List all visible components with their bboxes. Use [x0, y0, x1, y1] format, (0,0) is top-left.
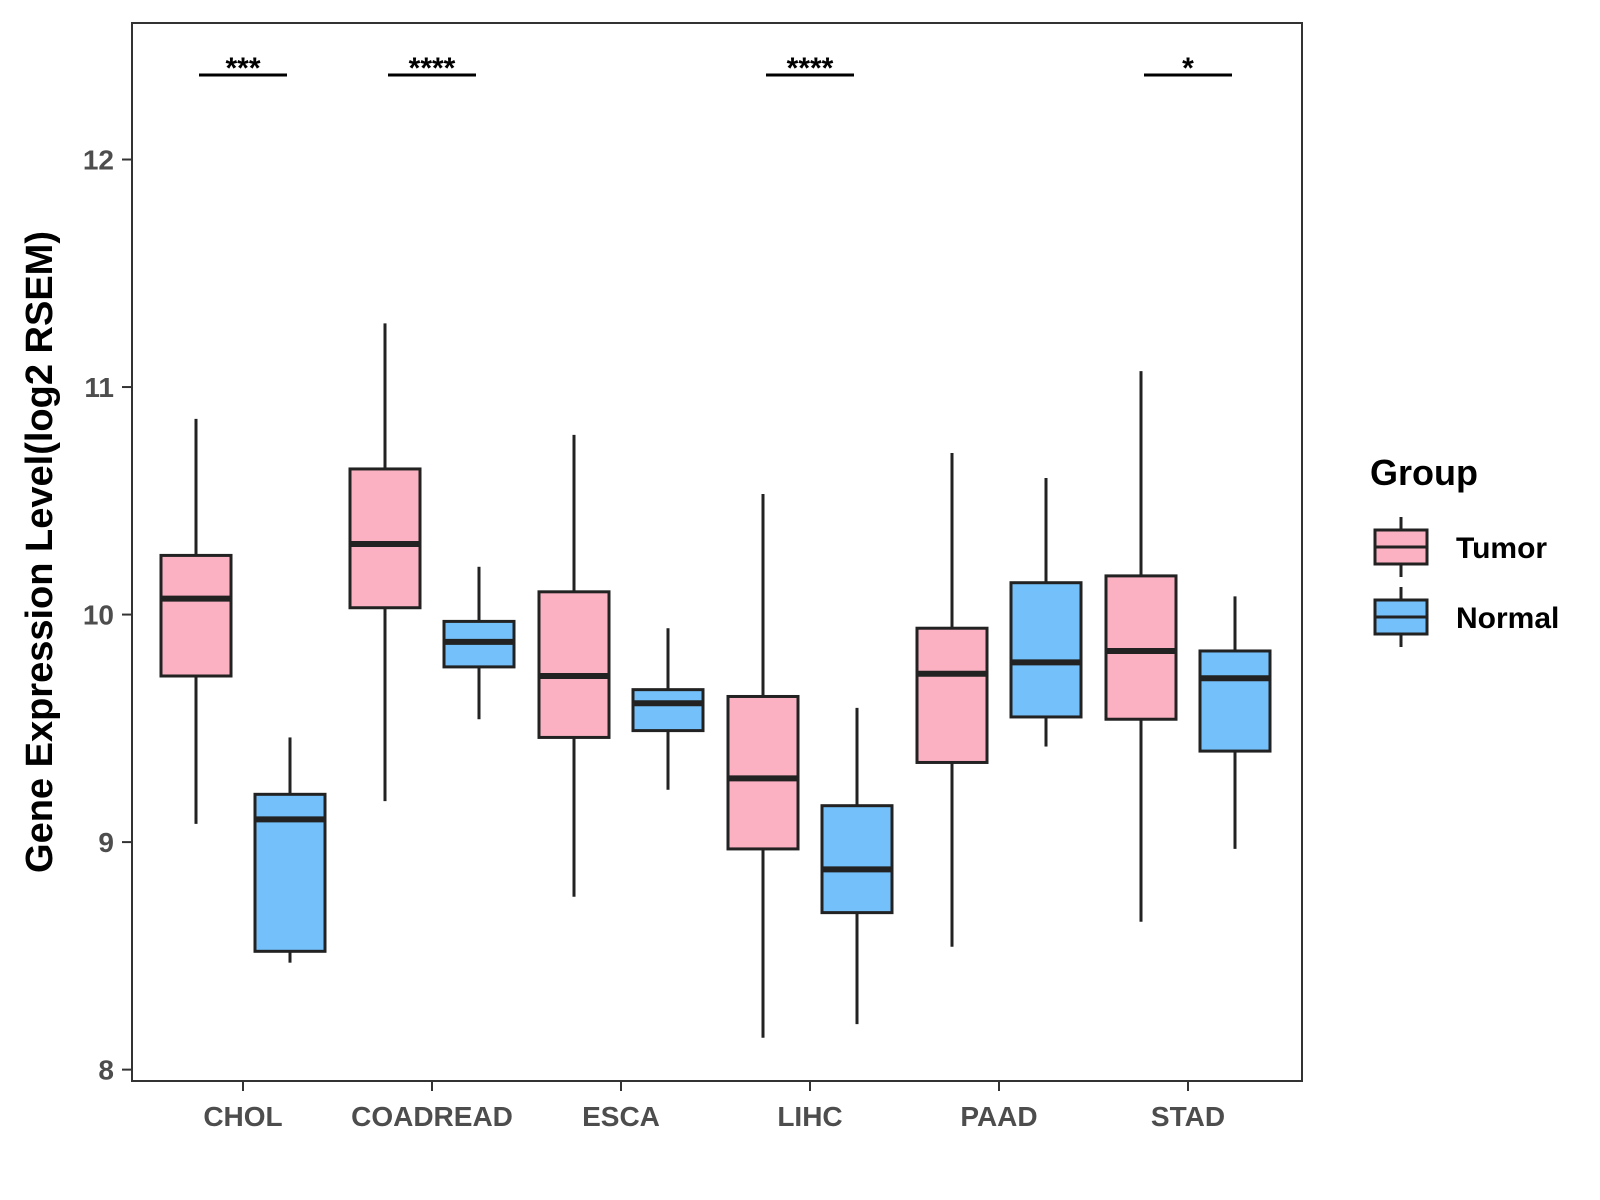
legend-label: Tumor — [1456, 532, 1547, 565]
significance-label: * — [1182, 52, 1194, 85]
box-tumor-chol — [159, 418, 233, 824]
box-iqr — [537, 590, 611, 739]
significance-label: **** — [787, 52, 834, 85]
box-iqr — [1104, 574, 1178, 721]
legend-label: Normal — [1456, 602, 1559, 635]
box-iqr — [726, 694, 800, 851]
y-tick-label: 9 — [98, 827, 114, 858]
box-normal-lihc — [820, 707, 894, 1025]
x-tick-label: LIHC — [777, 1101, 842, 1132]
significance-coadread: **** — [388, 52, 476, 85]
significance-stad: * — [1144, 52, 1232, 85]
significance-label: **** — [409, 52, 456, 85]
y-tick-label: 11 — [84, 372, 114, 403]
y-tick-label: 8 — [98, 1055, 114, 1086]
box-iqr — [1009, 581, 1083, 719]
box-normal-stad — [1198, 596, 1272, 849]
y-axis: 8 9 10 11 12 — [83, 145, 132, 1086]
box-normal-paad — [1009, 478, 1083, 747]
x-tick-label: COADREAD — [351, 1101, 513, 1132]
significance-lihc: **** — [766, 52, 854, 85]
box-series — [159, 323, 1272, 1038]
box-iqr — [1198, 649, 1272, 753]
box-tumor-paad — [915, 453, 989, 947]
box-tumor-esca — [537, 434, 611, 897]
box-iqr — [631, 688, 705, 733]
legend-entry-normal: Normal — [1373, 587, 1559, 647]
y-tick-label: 10 — [83, 600, 114, 631]
box-iqr — [159, 553, 233, 678]
box-iqr — [348, 467, 422, 610]
significance-annotations: *** **** **** * — [199, 52, 1232, 85]
box-iqr — [820, 804, 894, 915]
box-normal-coadread — [442, 566, 516, 720]
significance-chol: *** — [199, 52, 287, 85]
legend-entry-tumor: Tumor — [1373, 517, 1547, 577]
plot-panel — [131, 22, 1303, 1082]
box-iqr — [915, 626, 989, 764]
box-tumor-stad — [1104, 371, 1178, 922]
box-normal-esca — [631, 628, 705, 790]
x-tick-label: CHOL — [203, 1101, 282, 1132]
box-tumor-coadread — [348, 323, 422, 802]
legend: Group Tumor Normal — [1370, 452, 1559, 647]
y-axis-label: Gene Expression Level(log2 RSEM) — [19, 231, 61, 873]
x-tick-label: STAD — [1151, 1101, 1225, 1132]
legend-title: Group — [1370, 452, 1478, 493]
x-tick-label: ESCA — [582, 1101, 660, 1132]
y-tick-label: 12 — [83, 145, 114, 176]
box-normal-chol — [253, 737, 327, 963]
x-tick-label: PAAD — [960, 1101, 1037, 1132]
significance-label: *** — [225, 52, 260, 85]
x-axis: CHOL COADREAD ESCA LIHC PAAD STAD — [203, 1081, 1225, 1132]
box-tumor-lihc — [726, 493, 800, 1038]
